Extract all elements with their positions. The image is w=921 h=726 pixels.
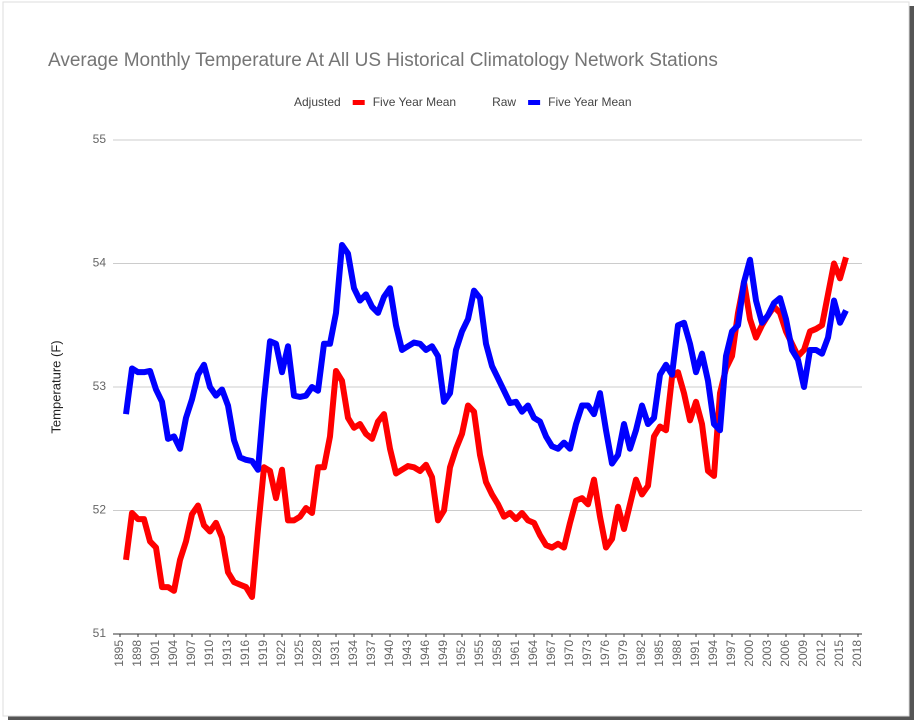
- y-tick-label: 51: [93, 626, 107, 640]
- x-tick-label: 1934: [346, 640, 360, 667]
- x-tick-label: 1931: [328, 640, 342, 667]
- y-axis-label: Temperature (F): [48, 340, 63, 433]
- x-tick-label: 1916: [238, 640, 252, 667]
- x-tick-label: 1958: [490, 640, 504, 667]
- x-tick-label: 1946: [418, 640, 432, 667]
- x-tick-label: 2003: [760, 640, 774, 667]
- x-tick-label: 1964: [526, 640, 540, 667]
- x-tick-label: 1910: [202, 640, 216, 667]
- x-tick-label: 1961: [508, 640, 522, 667]
- y-tick-label: 55: [93, 132, 107, 146]
- y-tick-label: 53: [93, 379, 107, 393]
- x-tick-label: 1982: [634, 640, 648, 667]
- x-tick-label: 1976: [598, 640, 612, 667]
- x-tick-label: 1949: [436, 640, 450, 667]
- x-tick-label: 1913: [220, 640, 234, 667]
- x-tick-label: 1943: [400, 640, 414, 667]
- x-tick-label: 1919: [256, 640, 270, 667]
- legend-group: Raw: [492, 95, 516, 109]
- y-tick-label: 54: [93, 256, 107, 270]
- x-tick-label: 2009: [796, 640, 810, 667]
- x-tick-label: 1901: [148, 640, 162, 667]
- x-tick-label: 2000: [742, 640, 756, 667]
- legend-group: Adjusted: [294, 95, 341, 109]
- x-tick-label: 2006: [778, 640, 792, 667]
- series-line: [123, 241, 849, 473]
- chart-title: Average Monthly Temperature At All US Hi…: [48, 50, 718, 71]
- x-tick-label: 1898: [130, 640, 144, 667]
- x-tick-label: 1970: [562, 640, 576, 667]
- x-tick-label: 2018: [850, 640, 864, 667]
- x-tick-label: 1907: [184, 640, 198, 667]
- legend-label: Five Year Mean: [373, 95, 456, 109]
- x-tick-label: 1967: [544, 640, 558, 667]
- x-tick-label: 2012: [814, 640, 828, 667]
- x-tick-label: 1922: [274, 640, 288, 667]
- x-tick-label: 1952: [454, 640, 468, 667]
- x-tick-label: 1988: [670, 640, 684, 667]
- x-tick-label: 1997: [724, 640, 738, 667]
- x-tick-label: 2015: [832, 640, 846, 667]
- y-tick-label: 52: [93, 503, 107, 517]
- x-tick-label: 1985: [652, 640, 666, 667]
- x-tick-label: 1937: [364, 640, 378, 667]
- x-tick-label: 1940: [382, 640, 396, 667]
- legend-swatch: [352, 100, 365, 105]
- x-tick-label: 1994: [706, 640, 720, 667]
- x-tick-label: 1955: [472, 640, 486, 667]
- legend-label: Five Year Mean: [548, 95, 631, 109]
- x-tick-label: 1904: [166, 640, 180, 667]
- legend-swatch: [528, 100, 541, 105]
- x-tick-label: 1928: [310, 640, 324, 667]
- x-tick-label: 1925: [292, 640, 306, 667]
- x-tick-label: 1991: [688, 640, 702, 667]
- x-tick-label: 1979: [616, 640, 630, 667]
- x-tick-label: 1895: [112, 640, 126, 667]
- x-tick-label: 1973: [580, 640, 594, 667]
